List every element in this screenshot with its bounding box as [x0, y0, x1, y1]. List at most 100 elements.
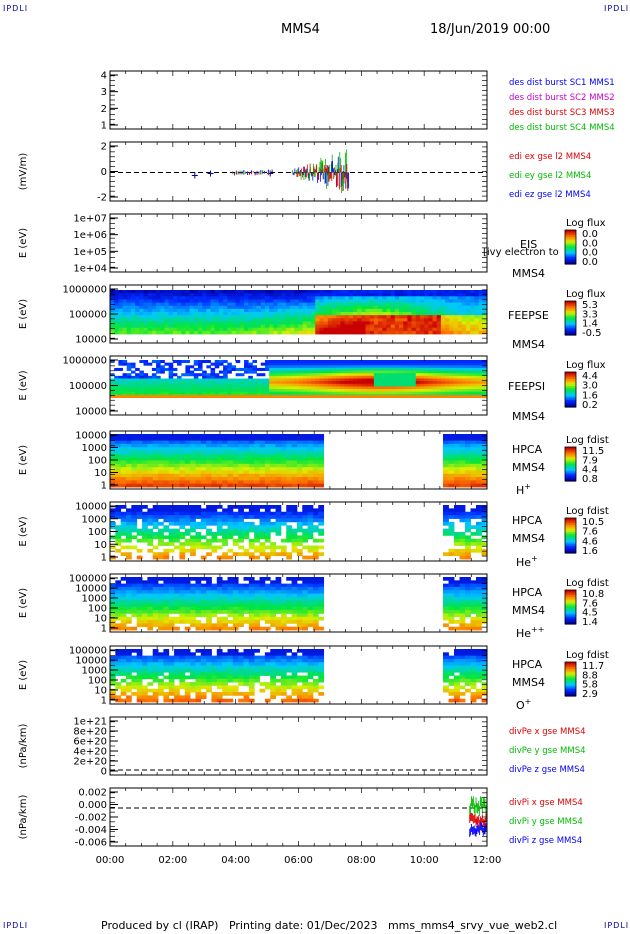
heatmap-cell	[286, 538, 292, 543]
heatmap-cell	[296, 443, 303, 448]
heatmap-cell	[482, 290, 488, 294]
heatmap-cell	[139, 327, 144, 332]
heatmap-cell	[185, 324, 190, 329]
heatmap-cell	[478, 373, 484, 377]
heatmap-cell	[459, 437, 466, 442]
heatmap-cell	[403, 360, 408, 364]
heatmap-cell	[336, 360, 341, 364]
heatmap-cell	[156, 318, 161, 322]
heatmap-cell	[275, 447, 282, 451]
heatmap-cell	[110, 463, 116, 468]
heatmap-cell	[254, 548, 260, 553]
colorbar-swatch	[565, 526, 576, 530]
heatmap-cell	[340, 321, 345, 325]
heatmap-cell	[399, 321, 404, 325]
heatmap-cell	[291, 515, 298, 519]
overlay-text: [ivy electron to	[483, 247, 559, 258]
heatmap-cell	[445, 330, 450, 335]
heatmap-cell	[440, 373, 446, 377]
heatmap-cell	[239, 391, 245, 395]
heatmap-cell	[280, 457, 287, 461]
y-tick-label: 10	[94, 468, 107, 479]
heatmap-cell	[336, 381, 341, 385]
heatmap-cell	[239, 321, 245, 325]
bottom-left-logo: IPDLI	[3, 921, 29, 930]
heatmap-cell	[466, 370, 471, 374]
y-tick-label: 1	[101, 121, 107, 132]
heatmap-cell	[151, 290, 157, 294]
y-tick-label: 10000	[75, 335, 107, 346]
heatmap-cell	[177, 321, 182, 325]
heatmap-cell	[195, 460, 202, 465]
heatmap-cell	[424, 360, 429, 364]
heatmap-cell	[411, 296, 417, 300]
heatmap-cell	[126, 321, 132, 325]
heatmap-cell	[231, 391, 237, 395]
heatmap-cell	[270, 460, 276, 465]
heatmap-cell	[270, 480, 276, 485]
heatmap-cell	[302, 389, 308, 393]
heatmap-cell	[130, 375, 136, 379]
heatmap-cell	[259, 460, 266, 465]
heatmap-cell	[248, 391, 253, 395]
heatmap-cell	[311, 370, 316, 374]
heatmap-cell	[235, 360, 241, 364]
heatmap-cell	[415, 365, 421, 369]
heatmap-cell	[432, 381, 438, 385]
heatmap-cell	[231, 381, 237, 385]
heatmap-cell	[478, 315, 484, 319]
heatmap-cell	[478, 293, 484, 297]
heatmap-cell	[222, 453, 228, 458]
heatmap-cell	[143, 305, 149, 310]
heatmap-cell	[126, 440, 132, 445]
heatmap-cell	[110, 460, 116, 465]
heatmap-cell	[482, 308, 488, 313]
heatmap-cell	[264, 386, 270, 390]
heatmap-cell	[357, 312, 362, 316]
heatmap-cell	[312, 555, 319, 560]
heatmap-cell	[195, 545, 202, 550]
heatmap-cell	[235, 296, 241, 300]
heatmap-cell	[470, 463, 477, 468]
heatmap-cell	[448, 483, 455, 488]
heatmap-cell	[163, 460, 170, 465]
colorbar-swatch	[565, 258, 576, 262]
heatmap-cell	[115, 508, 122, 513]
heatmap-cell	[415, 362, 421, 366]
heatmap-cell	[206, 381, 211, 385]
heatmap-cell	[280, 450, 287, 455]
heatmap-cell	[259, 511, 266, 516]
heatmap-cell	[231, 312, 237, 316]
heatmap-cell	[281, 312, 287, 316]
heatmap-cell	[158, 450, 164, 455]
heatmap-cell	[448, 463, 455, 468]
heatmap-cell	[163, 463, 170, 468]
heatmap-cell	[461, 365, 467, 369]
heatmap-cell	[457, 367, 463, 371]
heatmap-cell	[151, 386, 157, 390]
colorbar-swatch	[565, 400, 576, 403]
heatmap-cell	[163, 548, 170, 553]
heatmap-cell	[260, 386, 266, 390]
heatmap-cell	[158, 483, 164, 488]
heatmap-cell	[432, 373, 438, 377]
heatmap-cell	[168, 296, 174, 300]
heatmap-cell	[206, 437, 212, 442]
heatmap-cell	[174, 453, 180, 458]
heatmap-cell	[465, 511, 471, 516]
heatmap-cell	[218, 375, 224, 379]
heatmap-cell	[273, 315, 278, 319]
heatmap-cell	[136, 577, 143, 581]
heatmap-cell	[115, 511, 122, 516]
heatmap-cell	[440, 302, 446, 307]
heatmap-cell	[179, 443, 186, 448]
heatmap-cell	[476, 538, 482, 543]
heatmap-cell	[131, 480, 138, 485]
heatmap-cell	[332, 365, 337, 369]
heatmap-cell	[318, 463, 325, 468]
heatmap-cell	[259, 532, 266, 536]
y-axis-label: E (eV)	[18, 228, 29, 258]
heatmap-cell	[307, 453, 314, 458]
heatmap-cell	[378, 373, 383, 377]
